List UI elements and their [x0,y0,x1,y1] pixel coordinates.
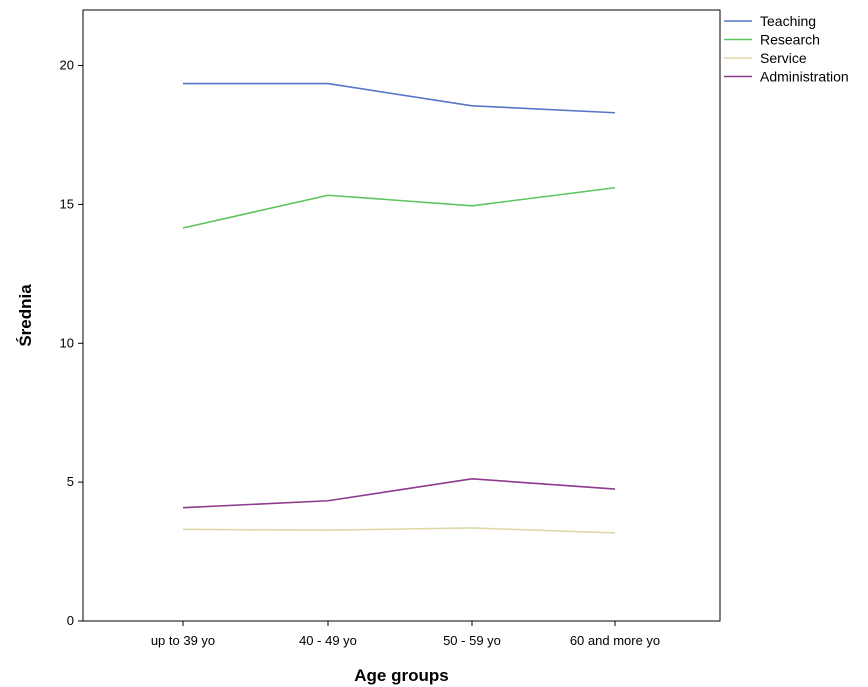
x-tick-label: 60 and more yo [570,633,660,648]
x-axis: up to 39 yo 40 - 49 yo 50 - 59 yo 60 and mo… [151,621,660,648]
legend-label-service: Service [760,50,807,66]
y-tick-label: 5 [67,474,74,489]
series-line-administration [182,478,616,509]
y-tick-label: 20 [60,58,74,73]
x-tick-label: up to 39 yo [151,633,215,648]
series-line-teaching [183,82,616,114]
series-line-research [182,186,616,229]
y-tick-label: 10 [60,335,74,350]
y-tick-label: 15 [60,196,74,211]
series-lines [182,82,616,534]
x-axis-title: Age groups [354,666,448,685]
plot-frame [82,9,721,622]
legend-label-teaching: Teaching [760,13,816,29]
y-axis-title: Średnia [16,284,35,347]
legend-label-administration: Administration [760,69,849,85]
x-tick-label: 40 - 49 yo [299,633,357,648]
legend: Teaching Research Service Administration [724,13,849,85]
y-tick-label: 0 [67,613,74,628]
y-axis: 0 5 10 15 20 [60,58,83,628]
x-tick-label: 50 - 59 yo [443,633,501,648]
legend-label-research: Research [760,32,820,48]
series-line-service [182,527,616,534]
